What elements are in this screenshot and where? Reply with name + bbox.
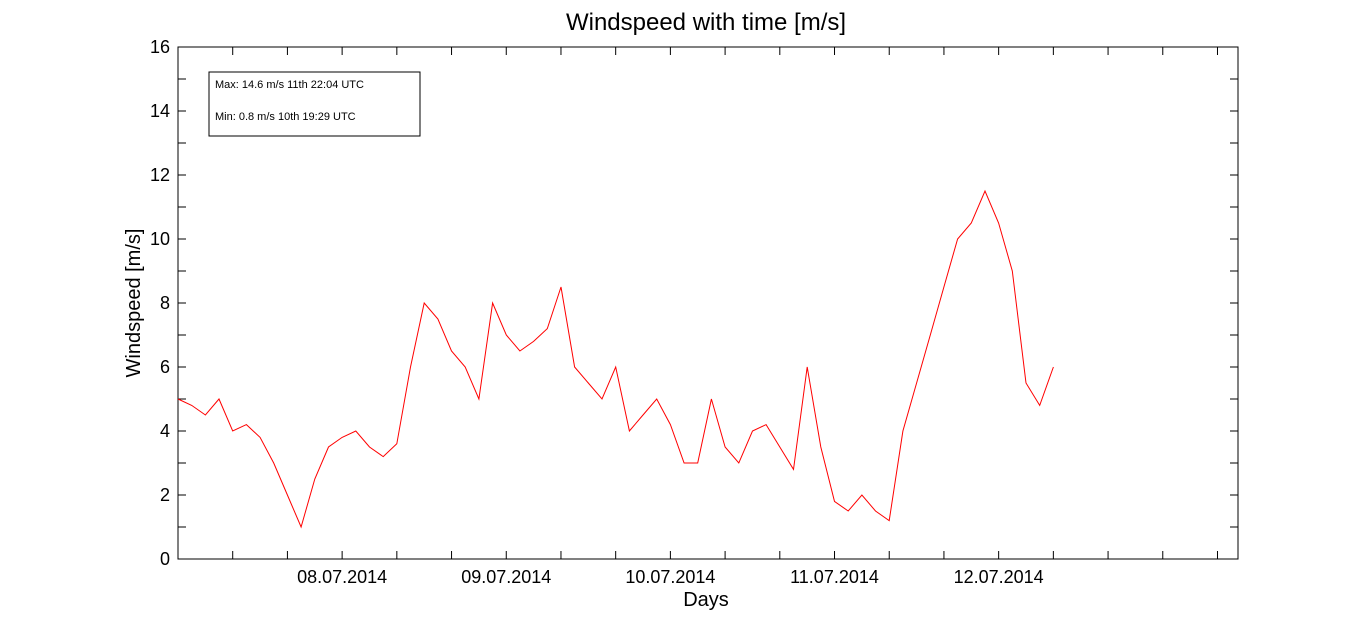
axis-ticks <box>177 46 1238 560</box>
x-tick-label: 10.07.2014 <box>625 567 715 587</box>
x-tick-label: 11.07.2014 <box>790 567 879 587</box>
y-tick-label: 8 <box>160 293 170 313</box>
annotation-frame <box>208 71 421 137</box>
tick-labels: 0 2 4 6 8 10 12 14 16 08.07.2014 09.07.2014 10.07.2… <box>150 37 1044 587</box>
y-tick-label: 10 <box>150 229 170 249</box>
x-tick-label: 09.07.2014 <box>461 567 551 587</box>
y-tick-label: 14 <box>150 101 170 121</box>
y-tick-label: 6 <box>160 357 170 377</box>
y-tick-label: 2 <box>160 485 170 505</box>
chart-title: Windspeed with time [m/s] <box>566 9 846 36</box>
y-tick-label: 16 <box>150 37 170 57</box>
x-axis-label: Days <box>683 589 729 611</box>
y-tick-label: 0 <box>160 549 170 569</box>
y-tick-label: 12 <box>150 165 170 185</box>
annotation-min: Min: 0.8 m/s 10th 19:29 UTC <box>215 111 356 123</box>
windspeed-line <box>177 189 1054 529</box>
y-tick-label: 4 <box>160 421 170 441</box>
x-tick-label: 12.07.2014 <box>954 567 1044 587</box>
x-tick-label: 08.07.2014 <box>297 567 387 587</box>
annotation-box: Max: 14.6 m/s 11th 22:04 UTC Min: 0.8 m/… <box>208 71 421 137</box>
annotation-max: Max: 14.6 m/s 11th 22:04 UTC <box>215 79 364 91</box>
y-axis-label: Windspeed [m/s] <box>123 229 145 378</box>
